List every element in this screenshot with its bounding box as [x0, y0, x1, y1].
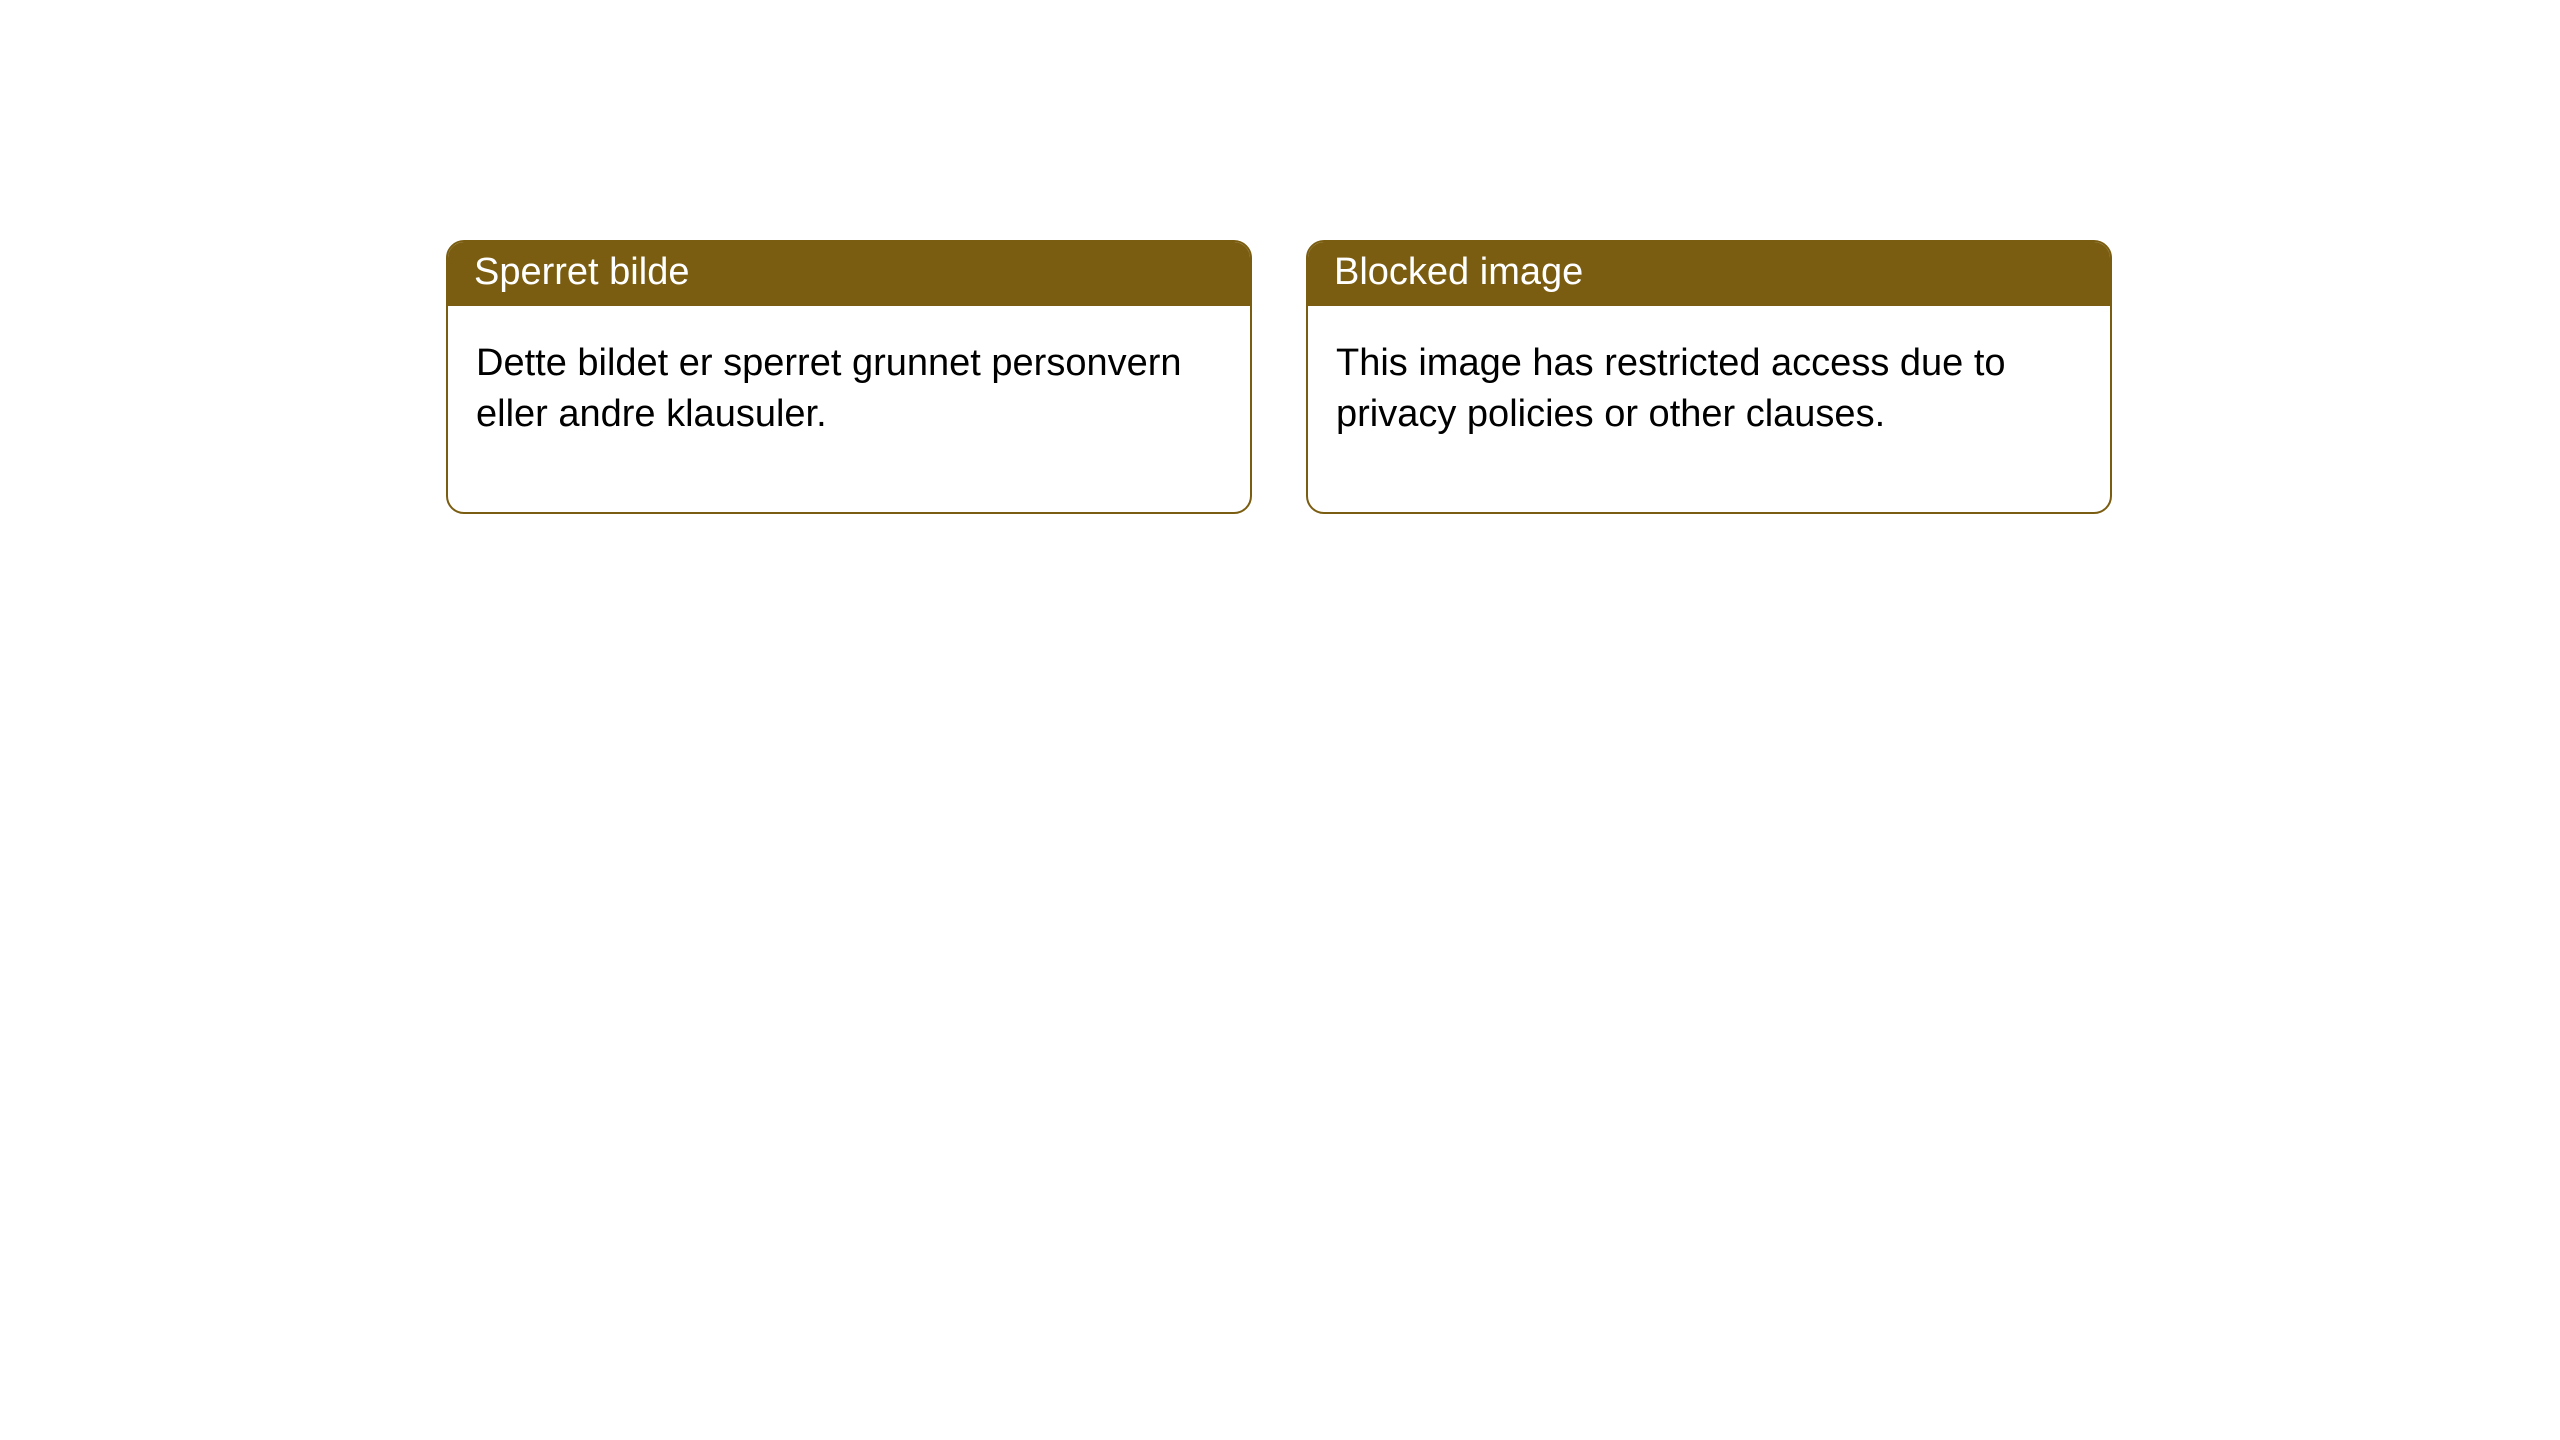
notice-body-text: This image has restricted access due to …	[1336, 342, 2006, 435]
notice-card-body: This image has restricted access due to …	[1308, 306, 2110, 513]
notice-card-body: Dette bildet er sperret grunnet personve…	[448, 306, 1250, 513]
notice-title: Blocked image	[1334, 251, 1583, 293]
notice-body-text: Dette bildet er sperret grunnet personve…	[476, 342, 1182, 435]
notice-card-header: Sperret bilde	[448, 242, 1250, 306]
notice-card-header: Blocked image	[1308, 242, 2110, 306]
notice-title: Sperret bilde	[474, 251, 689, 293]
notice-card-no: Sperret bilde Dette bildet er sperret gr…	[446, 240, 1252, 514]
notice-card-en: Blocked image This image has restricted …	[1306, 240, 2112, 514]
notice-container: Sperret bilde Dette bildet er sperret gr…	[0, 0, 2560, 514]
